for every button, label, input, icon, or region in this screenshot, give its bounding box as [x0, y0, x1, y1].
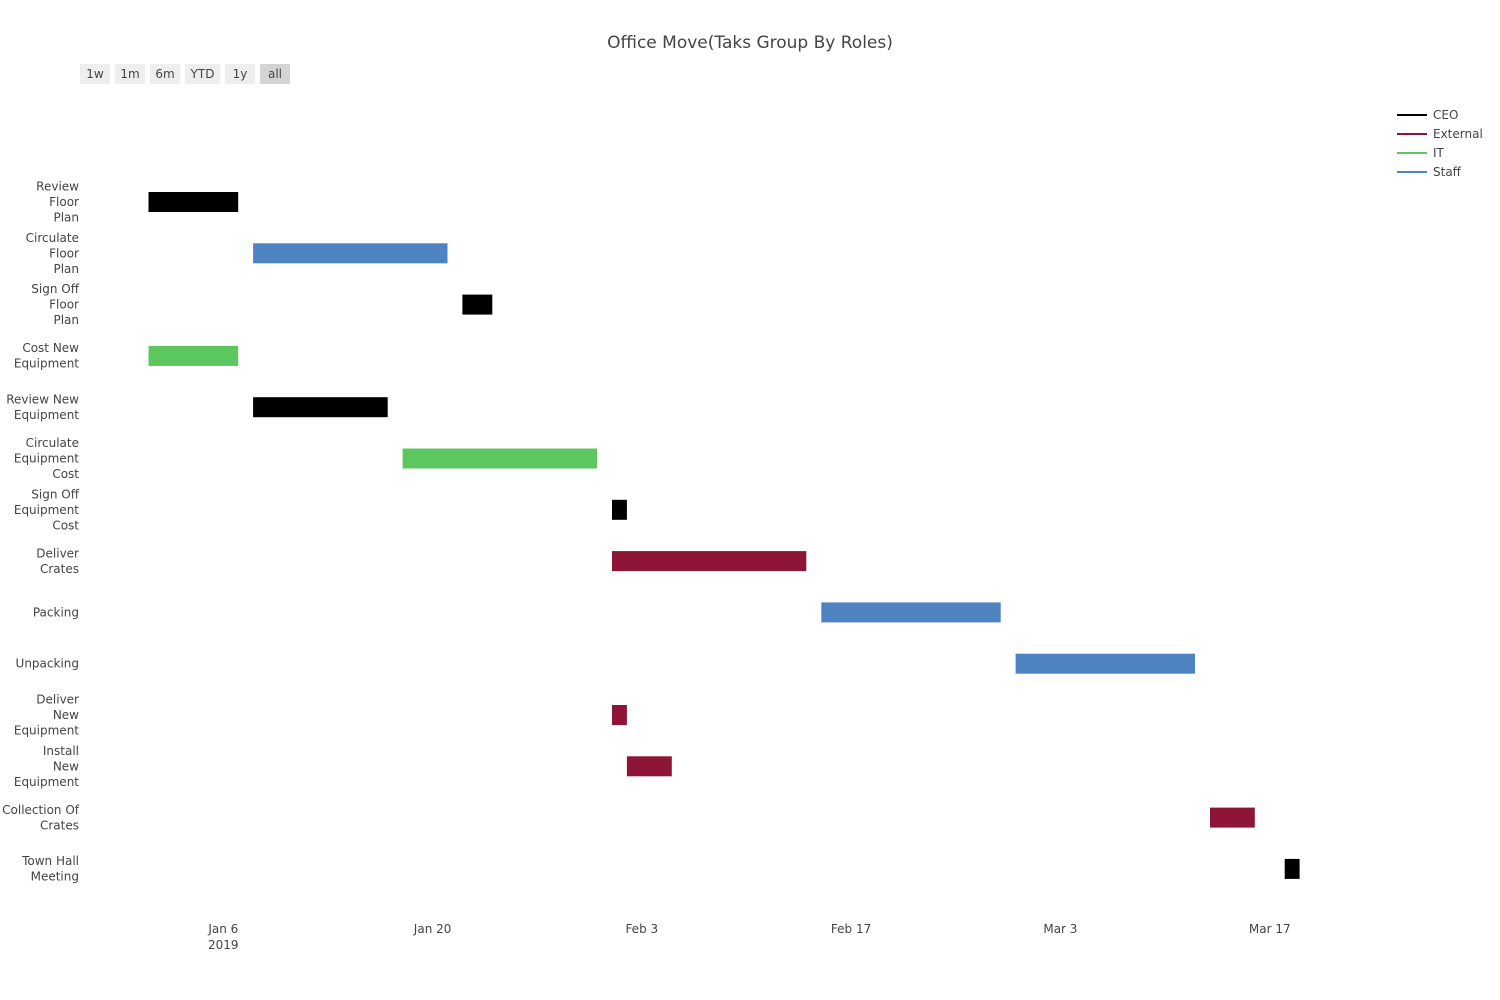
- x-tick-label: Jan 20: [413, 922, 452, 936]
- legend-swatch: [1397, 151, 1427, 154]
- y-tick-label-line: Review: [36, 180, 79, 194]
- y-tick-label: Deliver New Equipment: [14, 693, 79, 738]
- range-button-ytd[interactable]: YTD: [185, 64, 220, 84]
- y-tick-label-line: Plan: [53, 262, 79, 276]
- y-tick-label-line: Equipment: [14, 357, 79, 371]
- y-tick-label: Review New Equipment: [6, 392, 79, 422]
- y-tick-label-line: Plan: [53, 313, 79, 327]
- legend-swatch: [1397, 170, 1427, 173]
- y-tick-label-line: Deliver: [36, 546, 79, 560]
- legend-item-ceo[interactable]: CEO: [1397, 105, 1483, 124]
- y-tick-label-line: Circulate: [26, 231, 79, 245]
- y-tick-label: Review Floor Plan: [36, 180, 79, 225]
- task-bar[interactable]: [1015, 653, 1195, 674]
- x-tick-label: Feb 17: [831, 922, 871, 936]
- task-bar[interactable]: [1284, 858, 1300, 879]
- x-tick-label: Jan 6: [207, 922, 238, 936]
- range-button-1y[interactable]: 1y: [225, 64, 255, 84]
- y-tick-label: Circulate Floor Plan: [26, 231, 79, 276]
- y-tick-label-line: Meeting: [31, 870, 79, 884]
- range-button-1w[interactable]: 1w: [80, 64, 110, 84]
- legend-item-it[interactable]: IT: [1397, 143, 1483, 162]
- y-tick-label: Install New Equipment: [14, 744, 79, 789]
- y-tick-label: Sign Off Equipment Cost: [14, 487, 80, 532]
- y-tick-label-line: Install: [43, 744, 79, 758]
- y-tick-label-line: Unpacking: [16, 657, 79, 671]
- task-bar[interactable]: [821, 602, 1001, 623]
- y-tick-label: Cost New Equipment: [14, 341, 79, 371]
- y-tick-label-line: Cost New: [22, 341, 79, 355]
- y-tick-label-line: New: [53, 759, 79, 773]
- y-tick-label: Deliver Crates: [36, 546, 79, 576]
- legend-item-staff[interactable]: Staff: [1397, 162, 1483, 181]
- legend-label: IT: [1433, 145, 1444, 160]
- y-tick-label-line: Equipment: [14, 408, 79, 422]
- y-tick-label-line: Deliver: [36, 693, 79, 707]
- task-bar[interactable]: [148, 192, 239, 212]
- legend-label: External: [1433, 126, 1483, 141]
- x-tick-label: Feb 3: [625, 922, 658, 936]
- chart-title: Office Move(Taks Group By Roles): [607, 33, 893, 53]
- y-tick-label: Packing: [33, 605, 79, 619]
- task-bar[interactable]: [402, 448, 597, 469]
- task-bar[interactable]: [462, 294, 493, 315]
- legend-swatch: [1397, 132, 1427, 135]
- y-tick-label-line: Sign Off: [31, 282, 79, 296]
- task-bar[interactable]: [1210, 807, 1255, 828]
- y-tick-label-line: Crates: [40, 562, 79, 576]
- y-tick-label-line: Plan: [53, 211, 79, 225]
- y-tick-label-line: Floor: [49, 195, 79, 209]
- legend-item-external[interactable]: External: [1397, 124, 1483, 143]
- y-tick-label: Sign Off Floor Plan: [31, 282, 79, 327]
- y-tick-label-line: Floor: [49, 298, 79, 312]
- legend-label: CEO: [1433, 107, 1459, 122]
- task-bar[interactable]: [253, 397, 388, 418]
- y-tick-label-line: Sign Off: [31, 487, 79, 501]
- task-bar[interactable]: [612, 705, 627, 725]
- task-bar[interactable]: [253, 243, 448, 264]
- task-bar[interactable]: [612, 499, 627, 520]
- y-tick-label-line: Cost: [52, 467, 79, 481]
- task-bar[interactable]: [148, 345, 239, 366]
- range-button-6m[interactable]: 6m: [150, 64, 180, 84]
- y-tick-label-line: Town Hall: [21, 854, 79, 868]
- legend-label: Staff: [1433, 164, 1461, 179]
- y-tick-label-line: Equipment: [14, 452, 79, 466]
- y-tick-label-line: Review New: [6, 392, 79, 406]
- y-tick-label-line: New: [53, 708, 79, 722]
- y-tick-label-line: Packing: [33, 605, 79, 619]
- y-tick-label-line: Collection Of: [2, 803, 80, 817]
- range-button-all[interactable]: all: [260, 64, 290, 84]
- range-button-1m[interactable]: 1m: [115, 64, 145, 84]
- y-tick-label-line: Cost: [52, 518, 79, 532]
- y-tick-label-line: Equipment: [14, 775, 79, 789]
- legend-swatch: [1397, 113, 1427, 116]
- y-tick-label: Unpacking: [16, 657, 79, 671]
- x-tick-sublabel: 2019: [208, 938, 239, 952]
- task-bar[interactable]: [626, 756, 672, 777]
- y-tick-label: Town Hall Meeting: [21, 854, 79, 884]
- y-tick-label-line: Floor: [49, 246, 79, 260]
- y-tick-label: Circulate Equipment Cost: [14, 436, 79, 481]
- y-tick-label-line: Equipment: [14, 503, 79, 517]
- legend: CEO External IT Staff: [1397, 105, 1483, 181]
- y-tick-label-line: Crates: [40, 818, 79, 832]
- x-tick-label: Mar 17: [1249, 922, 1291, 936]
- y-tick-label-line: Equipment: [14, 724, 79, 738]
- y-tick-label: Collection Of Crates: [2, 803, 80, 833]
- y-tick-label-line: Circulate: [26, 436, 79, 450]
- task-bar[interactable]: [612, 551, 807, 572]
- x-tick-label: Mar 3: [1043, 922, 1077, 936]
